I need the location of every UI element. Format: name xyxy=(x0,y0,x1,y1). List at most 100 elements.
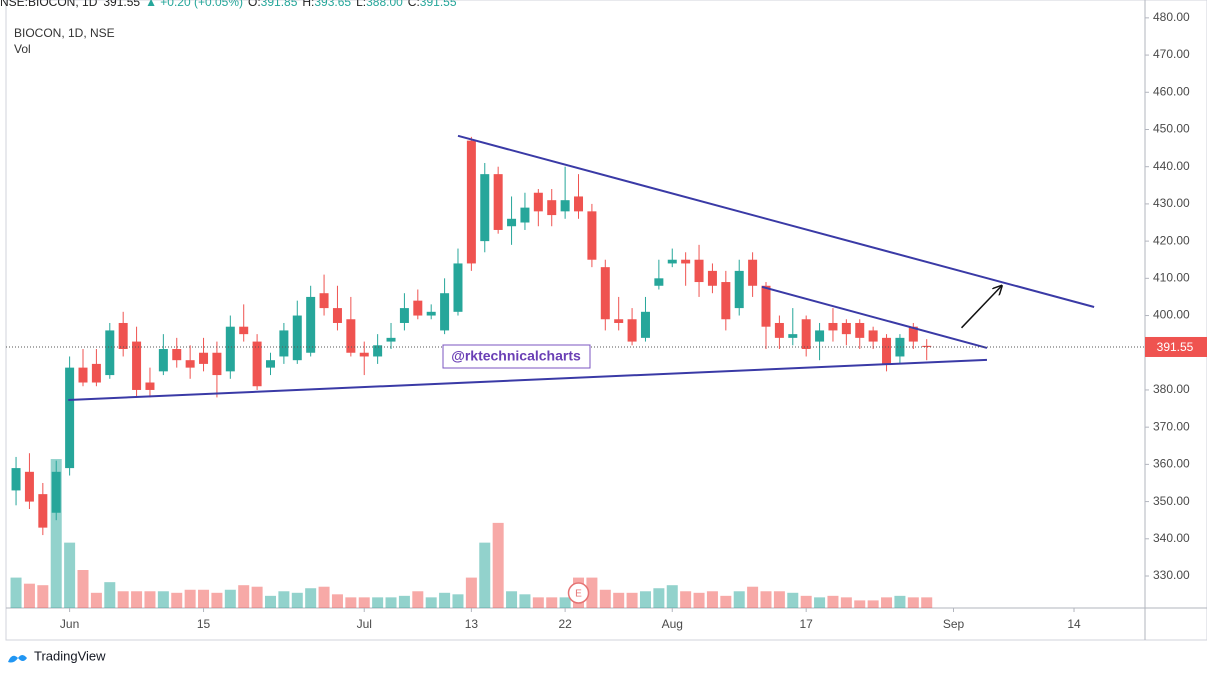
candle-body xyxy=(815,330,825,342)
volume-bar xyxy=(506,591,518,608)
candle-body xyxy=(801,319,811,350)
volume-bar xyxy=(331,594,343,608)
volume-bar xyxy=(171,592,183,608)
candle-body xyxy=(24,471,34,502)
volume-bar xyxy=(251,586,263,608)
volume-bar xyxy=(867,600,879,608)
last-price-box xyxy=(1145,336,1207,357)
candle-body xyxy=(547,200,557,216)
volume-bar xyxy=(198,589,210,608)
volume-bar xyxy=(666,585,678,608)
ohlc-value: 391.55 xyxy=(420,0,457,9)
candle-body xyxy=(172,349,182,361)
volume-bar xyxy=(613,592,625,608)
volume-bar xyxy=(921,597,933,608)
candle-body xyxy=(694,259,704,283)
y-tick-label: 350.00 xyxy=(1153,494,1190,508)
candle-body xyxy=(761,285,771,327)
candle-body xyxy=(91,363,101,383)
volume-bar xyxy=(626,592,638,608)
ohlc-label: H: xyxy=(302,0,314,9)
volume-bar xyxy=(827,595,839,608)
candle-body xyxy=(399,308,409,323)
volume-bar xyxy=(412,591,424,608)
candle-body xyxy=(332,308,342,323)
volume-bar xyxy=(224,589,236,608)
volume-bar xyxy=(23,583,35,608)
candle-body xyxy=(882,337,892,364)
volume-bar xyxy=(90,592,102,608)
candle-body xyxy=(373,345,383,357)
x-tick-label: 14 xyxy=(1067,617,1081,631)
volume-bar xyxy=(519,594,531,608)
plot: E @rktechnicalcharts xyxy=(6,134,1145,608)
candle-body xyxy=(265,360,275,368)
candle-body xyxy=(520,207,530,223)
y-tick-label: 340.00 xyxy=(1153,531,1190,545)
candle-body xyxy=(158,349,168,372)
candle-body xyxy=(707,270,717,286)
watermark: @rktechnicalcharts xyxy=(451,348,581,364)
candle-body xyxy=(212,352,222,376)
candle-body xyxy=(868,330,878,342)
volume-bar xyxy=(760,591,772,608)
candle-body xyxy=(199,352,209,364)
volume-bar xyxy=(720,595,732,608)
volume-bar xyxy=(532,597,544,608)
candle-body xyxy=(225,326,235,372)
volume-bar xyxy=(733,591,745,608)
y-tick-label: 450.00 xyxy=(1153,122,1190,136)
x-tick-label: 15 xyxy=(197,617,211,631)
y-tick-label: 330.00 xyxy=(1153,568,1190,582)
candle-body xyxy=(440,293,450,331)
y-tick-label: 360.00 xyxy=(1153,457,1190,471)
chart-title: BIOCON, 1D, NSE xyxy=(14,26,115,40)
logo-icon xyxy=(8,655,27,663)
volume-bar xyxy=(305,588,317,608)
candle-body xyxy=(841,322,851,335)
trendline xyxy=(68,358,988,401)
volume-bar xyxy=(492,522,504,608)
volume-bar xyxy=(787,592,799,608)
trendline xyxy=(761,285,988,349)
candle-body xyxy=(493,174,503,230)
volume-bar xyxy=(291,592,303,608)
volume-bar xyxy=(894,595,906,608)
volume-bar xyxy=(479,542,491,608)
y-tick-label: 400.00 xyxy=(1153,308,1190,322)
volume-bar xyxy=(157,591,169,608)
candle-body xyxy=(51,471,61,513)
watermark-box xyxy=(442,344,591,369)
candle-body xyxy=(721,282,731,320)
volume-bar xyxy=(881,597,893,608)
volume-bar xyxy=(693,592,705,608)
volume-label: Vol xyxy=(14,42,31,56)
candle-body xyxy=(239,326,249,335)
volume-bar xyxy=(144,591,156,608)
candle-body xyxy=(788,334,798,338)
candle-body xyxy=(560,200,570,212)
x-tick-label: 13 xyxy=(465,617,479,631)
ohlc-value: 393.65 xyxy=(314,0,351,9)
symbol: NSE:BIOCON, 1D xyxy=(0,0,98,9)
candle-body xyxy=(574,196,584,212)
frame xyxy=(5,0,1207,641)
candle-body xyxy=(855,322,865,338)
candle-body xyxy=(413,300,423,316)
candle-body xyxy=(654,278,664,286)
volume-bar xyxy=(372,597,384,608)
ohlc-label: L: xyxy=(356,0,366,9)
candle-body xyxy=(279,330,289,357)
candle-body xyxy=(453,263,463,312)
volume-bar xyxy=(264,595,276,608)
y-tick-label: 460.00 xyxy=(1153,84,1190,98)
x-tick-label: Jul xyxy=(357,617,372,631)
x-tick-label: Jun xyxy=(60,617,79,631)
candle-body xyxy=(105,330,115,376)
arrow xyxy=(960,286,1002,329)
volume-bar xyxy=(639,591,651,608)
header-change: ▲ +0.20 (+0.05%) xyxy=(145,0,243,9)
candle-body xyxy=(922,345,932,347)
